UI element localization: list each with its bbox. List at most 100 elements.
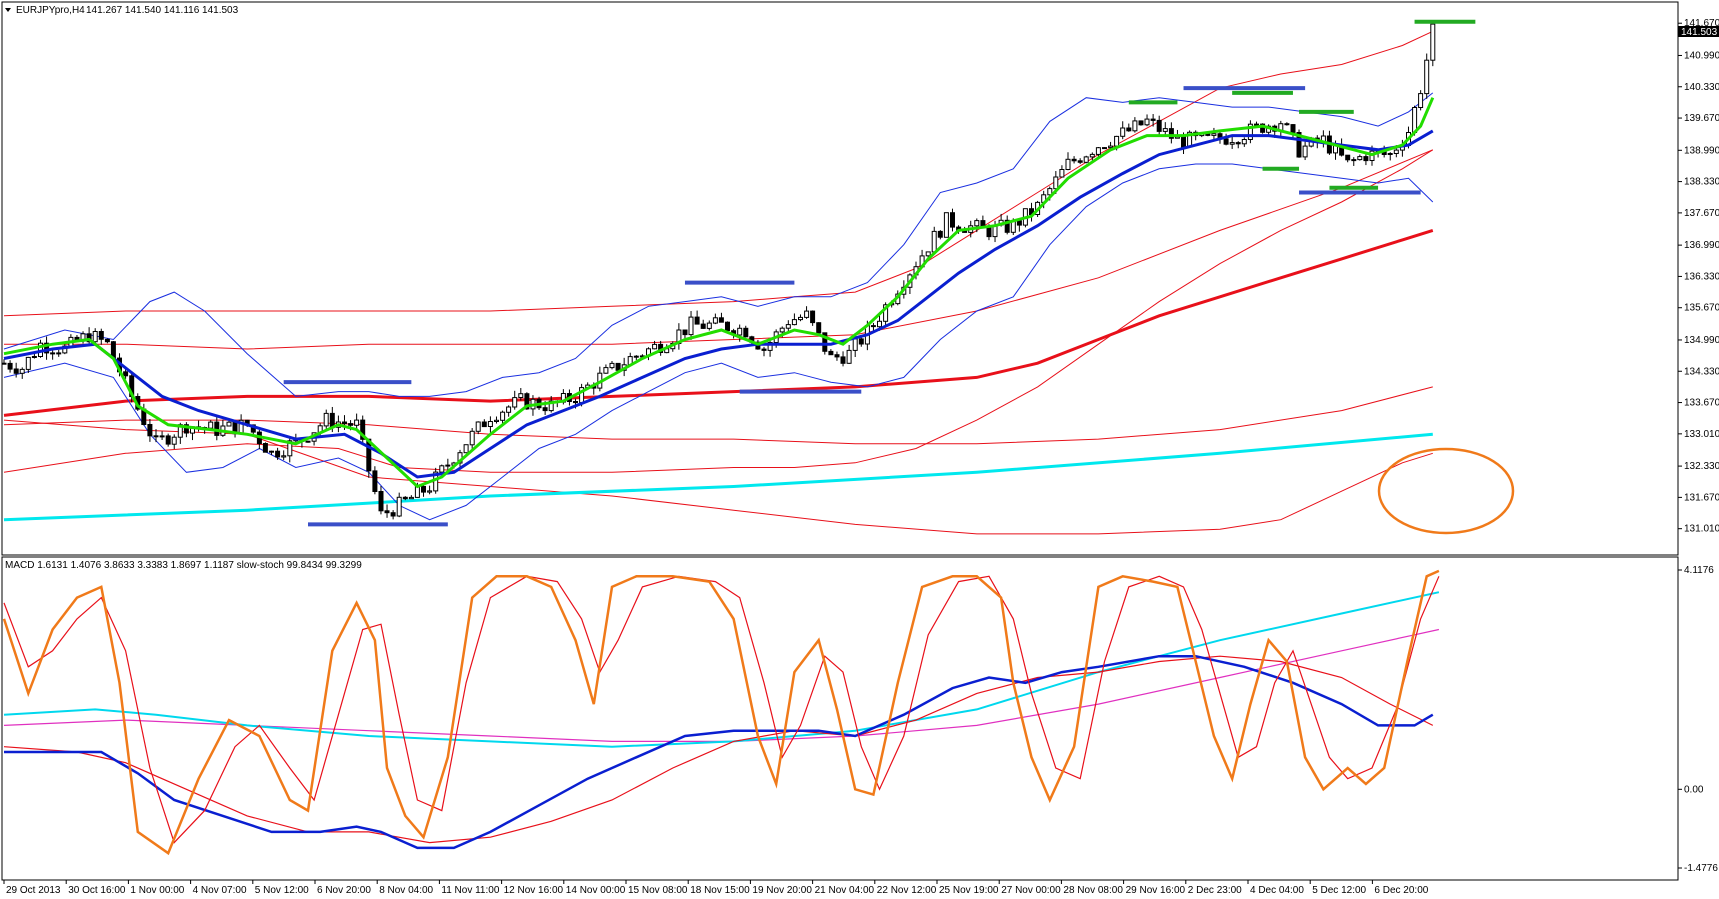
indicator-tick-label: 4.1176 (1684, 565, 1714, 576)
series-ma-slow (3, 228, 1434, 417)
candle (487, 421, 493, 427)
series-bb-inner-upper (3, 92, 1434, 397)
time-tick-label: 6 Nov 20:00 (317, 885, 371, 896)
candle (305, 440, 311, 443)
price-tick-label: 134.990 (1684, 335, 1719, 346)
price-tick-label: 132.330 (1684, 461, 1719, 472)
series-ma-long (3, 432, 1433, 522)
candle (1247, 123, 1253, 140)
candle (931, 230, 937, 253)
candle (1296, 132, 1302, 158)
indicator-axis: 4.1176 0.00 -1.4776 (1678, 565, 1718, 874)
candle (615, 362, 621, 371)
current-price-label: 141.503 (1681, 27, 1718, 38)
candle (974, 220, 980, 227)
candle (1144, 118, 1150, 126)
candle (1108, 145, 1114, 149)
candle (1302, 145, 1308, 158)
candle (481, 421, 487, 428)
price-tick-label: 138.330 (1684, 177, 1719, 188)
time-tick-label: 25 Nov 19:00 (939, 885, 999, 896)
candle (1114, 135, 1120, 147)
candle (1089, 153, 1095, 158)
time-tick-label: 12 Nov 16:00 (504, 885, 564, 896)
time-tick-label: 29 Oct 2013 (6, 885, 61, 896)
candle (159, 435, 165, 438)
series-ema-fast (3, 97, 1435, 489)
candle (925, 251, 931, 257)
candle (25, 356, 31, 370)
price-tick-label: 140.990 (1684, 50, 1719, 61)
time-tick-label: 2 Dec 23:00 (1188, 885, 1242, 896)
time-tick-label: 19 Nov 20:00 (752, 885, 812, 896)
candle (694, 316, 700, 325)
candle (785, 324, 791, 329)
candle (475, 421, 481, 432)
candle (1004, 219, 1010, 233)
candle (712, 317, 718, 324)
candle (275, 450, 281, 458)
candle (98, 331, 104, 340)
candle (262, 443, 268, 453)
candle (1156, 119, 1162, 132)
candle (1181, 136, 1186, 148)
price-tick-label: 134.330 (1684, 366, 1719, 377)
candle (840, 356, 846, 364)
candle (323, 412, 329, 427)
candle (609, 362, 615, 369)
time-tick-label: 4 Nov 07:00 (193, 885, 247, 896)
candle (226, 421, 232, 427)
candle (706, 322, 712, 329)
series-stoch-signal (3, 575, 1440, 844)
candle (1126, 127, 1132, 132)
series-bb-red-mid-upper (4, 149, 1433, 350)
indicator-layer (2, 569, 1440, 856)
time-tick-label: 5 Nov 12:00 (255, 885, 309, 896)
candle (1150, 118, 1156, 121)
candle (1363, 156, 1369, 162)
time-tick-label: 1 Nov 00:00 (130, 885, 184, 896)
time-tick-label: 28 Nov 08:00 (1063, 885, 1123, 896)
candle (718, 317, 724, 323)
candle (1120, 127, 1126, 137)
candle (104, 338, 110, 343)
candle (870, 325, 876, 328)
series-macd-signal (3, 655, 1434, 844)
candle (1071, 158, 1077, 162)
candle (846, 349, 852, 364)
candle (445, 464, 451, 467)
symbol-header-group: EURJPYpro,H4 141.267 141.540 141.116 141… (5, 5, 239, 16)
price-tick-label: 136.330 (1684, 271, 1719, 282)
candle (402, 496, 408, 500)
candle (573, 401, 578, 404)
candle (31, 356, 37, 358)
candle (822, 332, 828, 352)
candle (1235, 142, 1241, 145)
annotation-ellipse (1377, 447, 1515, 535)
candle (86, 333, 92, 343)
candle (816, 322, 822, 334)
candle (524, 393, 530, 410)
series-stoch-main (2, 569, 1440, 856)
time-tick-label: 15 Nov 08:00 (628, 885, 688, 896)
price-panel[interactable] (1, 1, 1679, 556)
candle (652, 343, 658, 350)
candle (360, 419, 366, 440)
candle (1, 362, 7, 365)
candle (281, 455, 287, 458)
candle (852, 338, 858, 351)
time-tick-label: 8 Nov 04:00 (379, 885, 433, 896)
price-tick-label: 131.010 (1684, 524, 1719, 535)
current-price-marker (1678, 26, 1719, 37)
candle (62, 345, 68, 354)
candle (123, 371, 129, 377)
candle (1047, 188, 1053, 196)
candle (439, 465, 445, 473)
candle (1138, 120, 1144, 126)
candle (147, 424, 153, 437)
time-tick-label: 5 Dec 12:00 (1312, 885, 1366, 896)
candle (1059, 169, 1065, 178)
indicator-header: MACD 1.6131 1.4076 3.8633 3.3383 1.8697 … (5, 560, 362, 571)
candle (494, 419, 499, 422)
